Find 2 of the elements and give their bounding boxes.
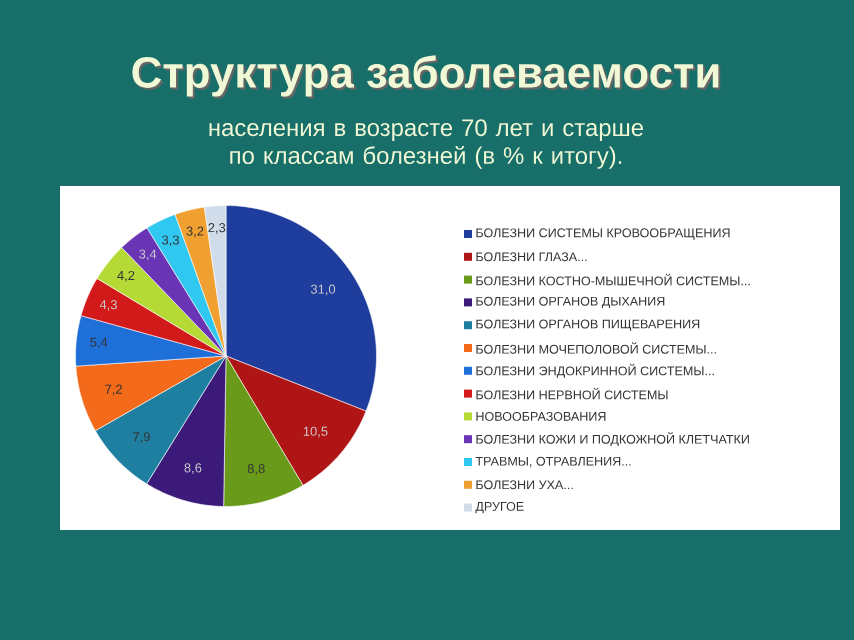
chart-subtitle: населения в возрасте 70 лет и старше по классам болезней (в % к итогу).: [209, 119, 643, 169]
chart-title: Структура заболеваемости: [134, 57, 721, 99]
